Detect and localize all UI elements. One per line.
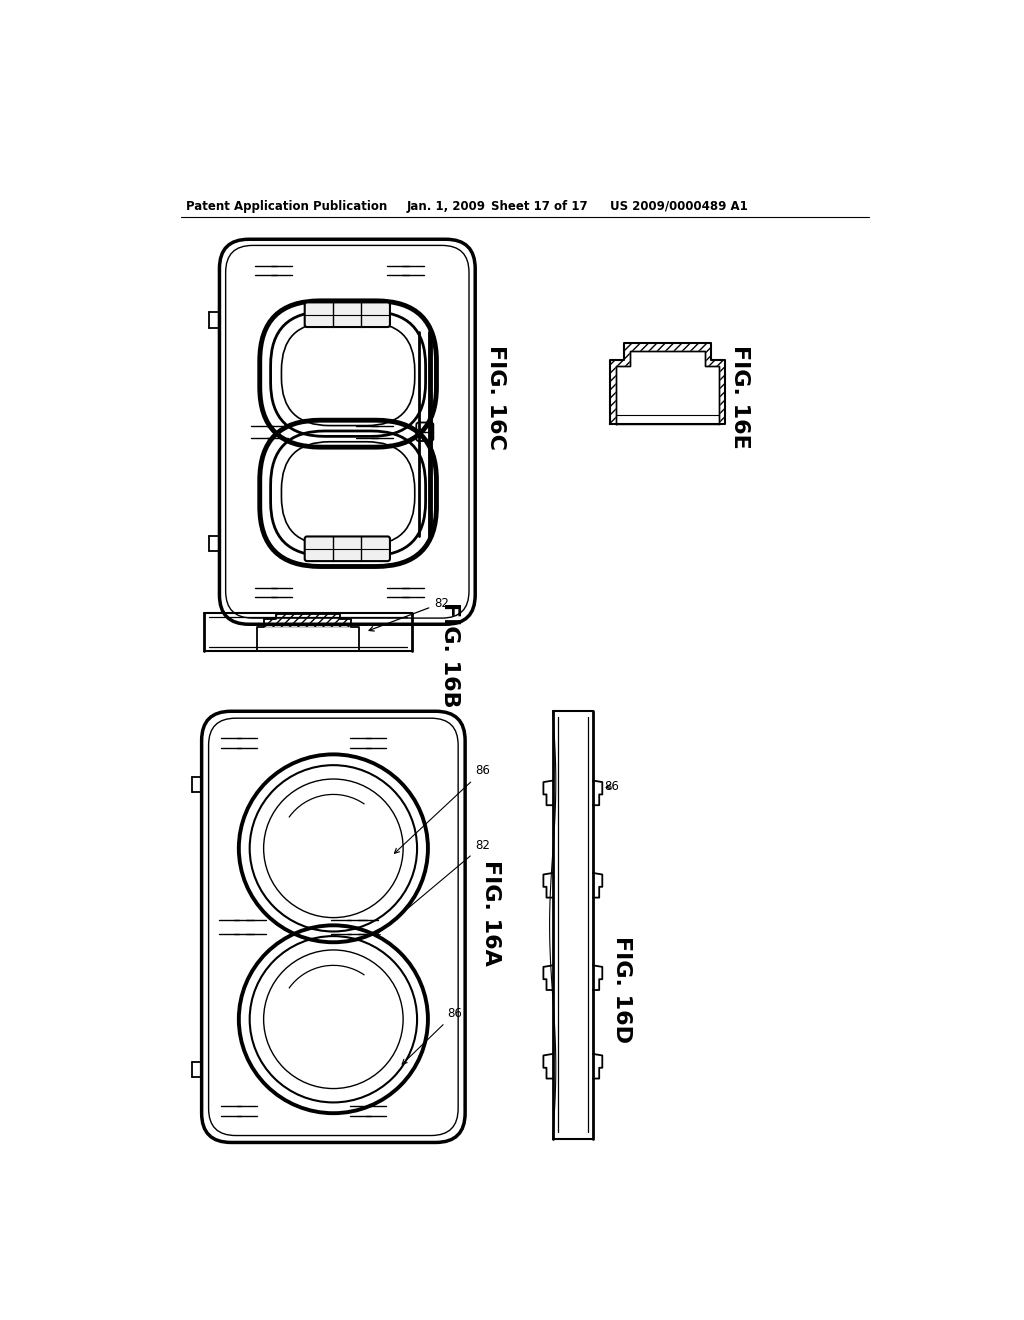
Text: US 2009/0000489 A1: US 2009/0000489 A1 <box>610 199 748 213</box>
Text: FIG. 16A: FIG. 16A <box>480 861 501 966</box>
Text: FIG. 16E: FIG. 16E <box>730 346 751 449</box>
Text: FIG. 16C: FIG. 16C <box>486 345 506 450</box>
Text: Jan. 1, 2009: Jan. 1, 2009 <box>407 199 486 213</box>
Text: FIG. 16B: FIG. 16B <box>439 602 460 708</box>
Polygon shape <box>616 351 719 424</box>
FancyBboxPatch shape <box>305 302 390 327</box>
Text: Patent Application Publication: Patent Application Publication <box>186 199 387 213</box>
Text: 82: 82 <box>369 597 449 631</box>
Text: 86: 86 <box>604 780 620 793</box>
FancyBboxPatch shape <box>305 536 390 561</box>
Text: Sheet 17 of 17: Sheet 17 of 17 <box>490 199 588 213</box>
Text: 86: 86 <box>402 1007 462 1064</box>
Text: 82: 82 <box>375 840 490 936</box>
Text: 86: 86 <box>394 764 490 853</box>
Text: FIG. 16D: FIG. 16D <box>612 936 633 1044</box>
